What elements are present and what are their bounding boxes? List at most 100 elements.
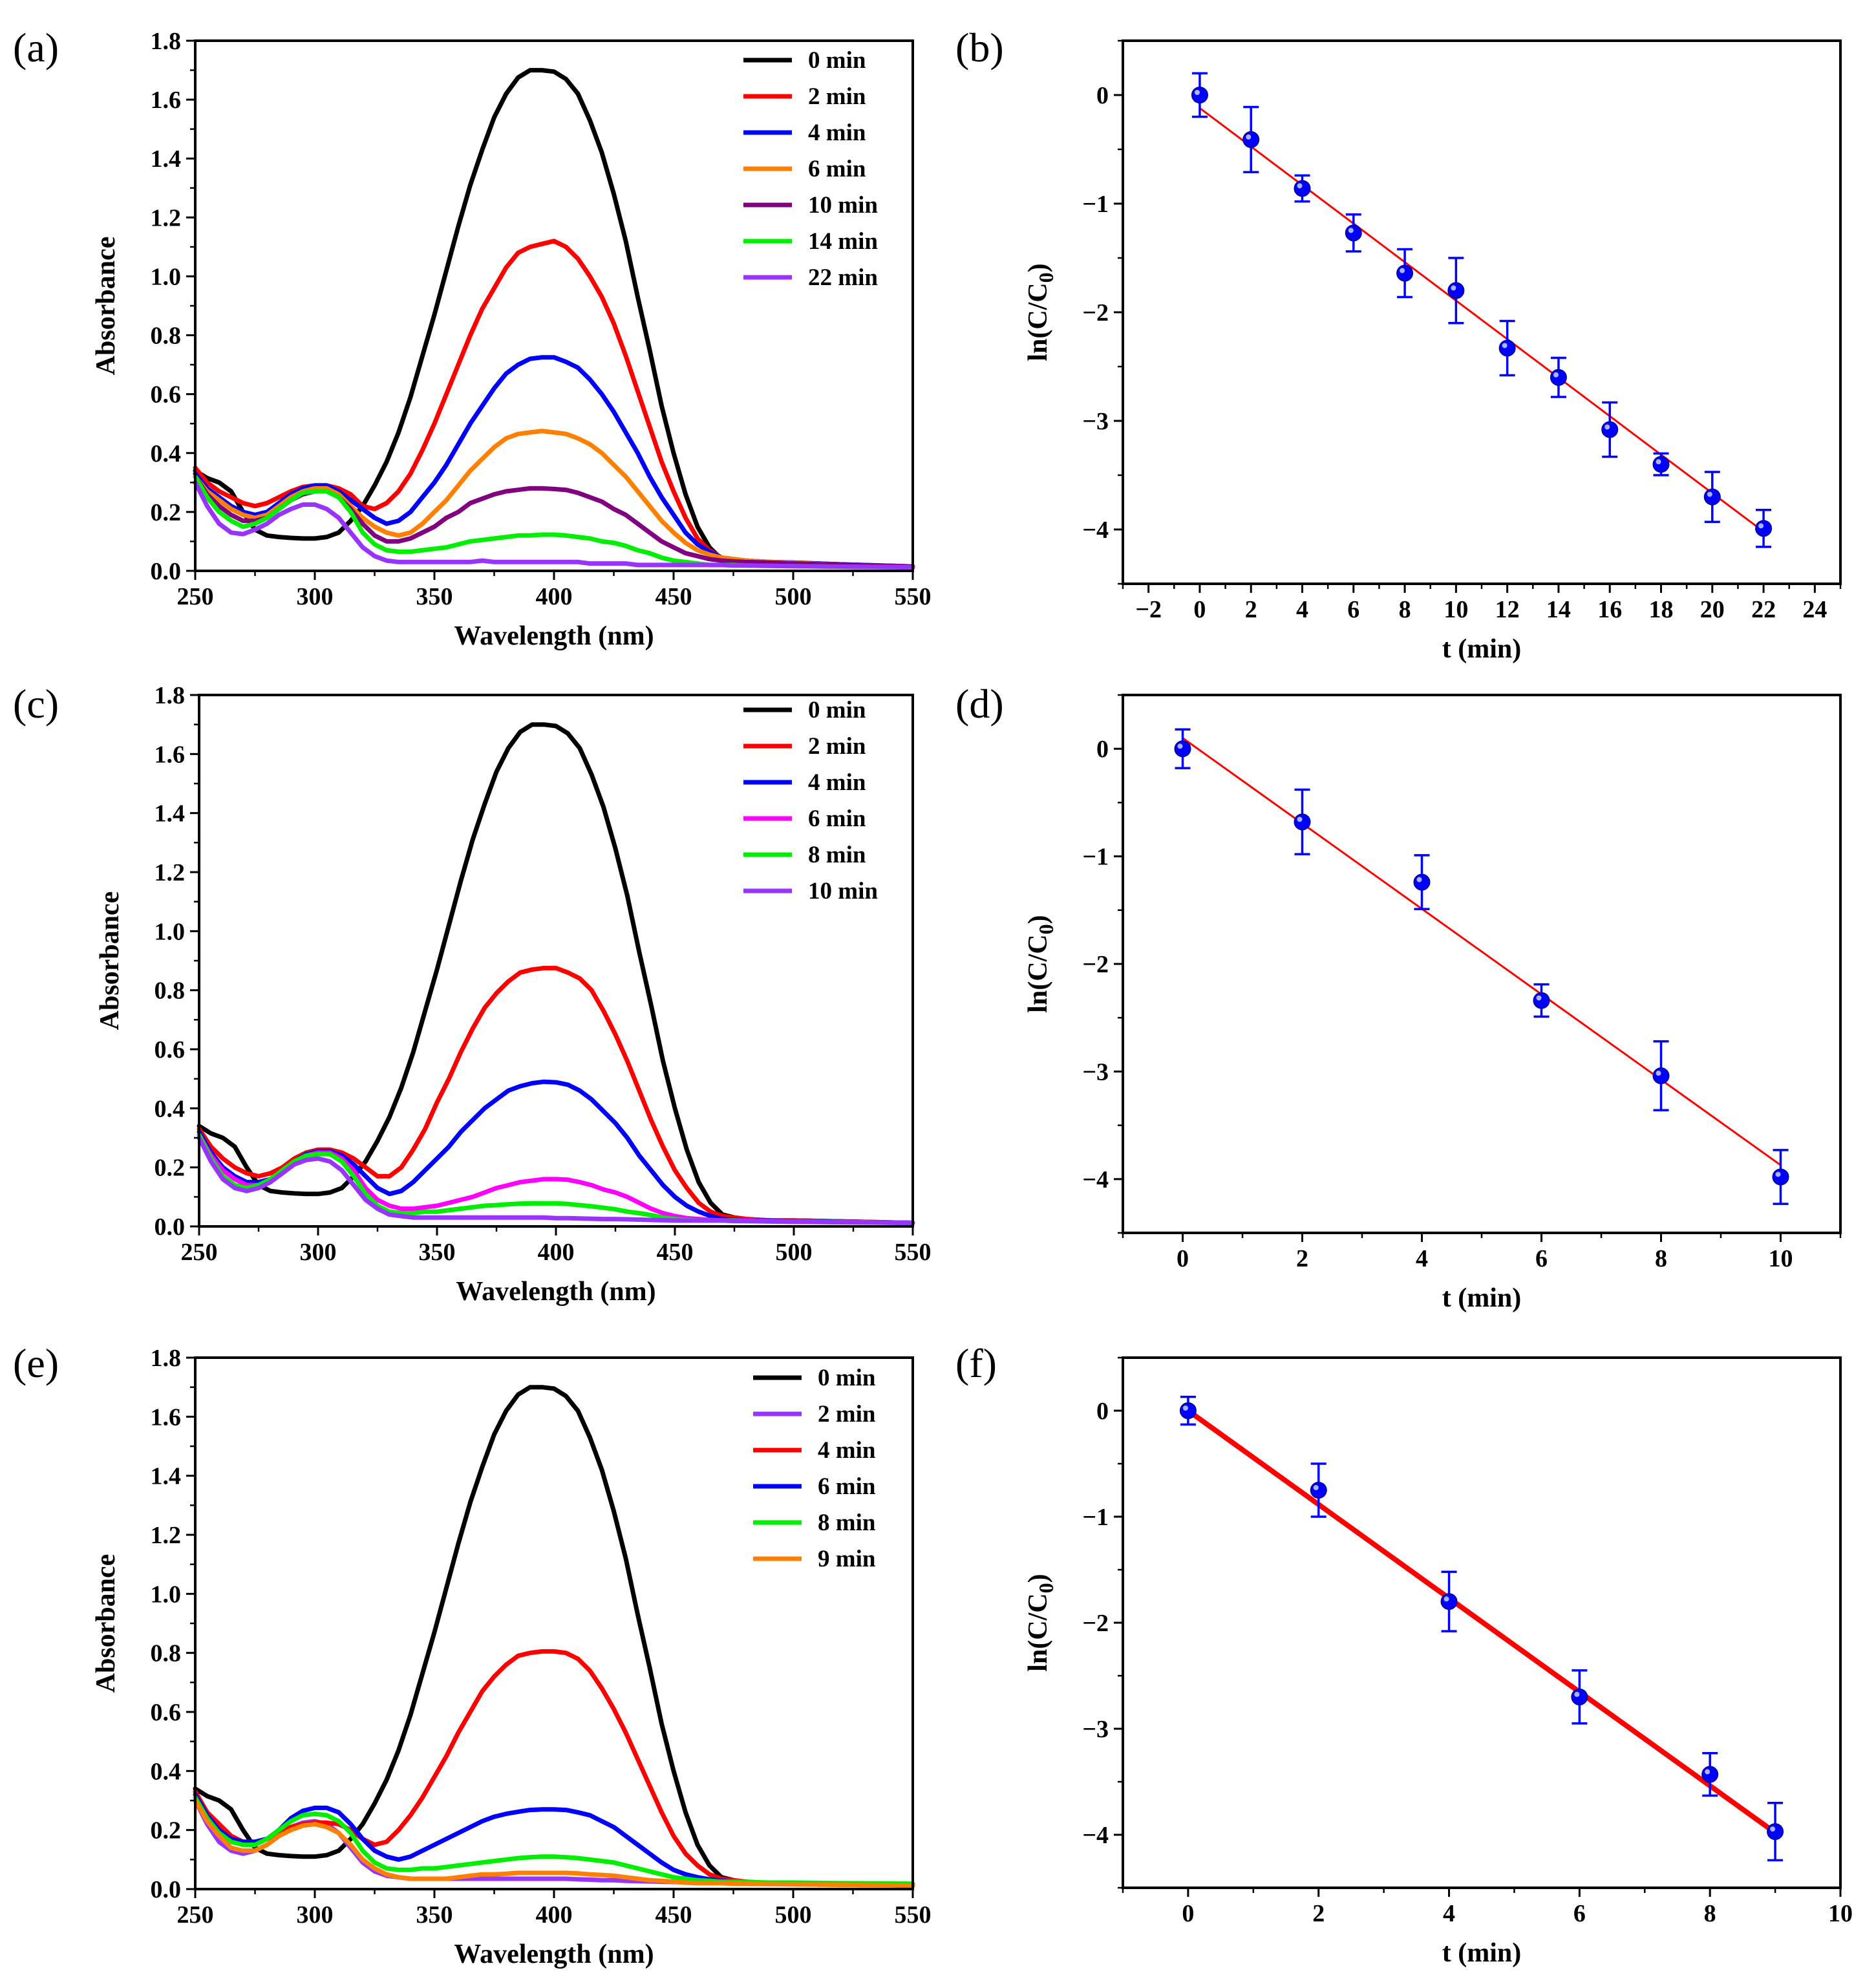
series-line-0-min	[197, 722, 915, 1225]
plot-frame	[1122, 39, 1842, 585]
data-point-highlight	[1297, 817, 1303, 822]
panel-d: (d)0 2 4 6 8 10−4−3−2−10t (min)ln(C/C0)	[955, 681, 1842, 1313]
y-tick-label: 0.8	[151, 1640, 182, 1667]
data-point-highlight	[1553, 372, 1559, 378]
y-tick-label: −4	[1082, 1166, 1109, 1193]
y-tick-label: 1.6	[155, 741, 186, 768]
data-point	[1242, 131, 1260, 148]
series-line-22-min	[193, 480, 915, 570]
y-axis-title: ln(C/C0)	[1023, 915, 1058, 1012]
plot-area	[193, 1385, 915, 1888]
plot-area	[193, 68, 915, 570]
panel-label: (c)	[13, 681, 59, 727]
data-point	[1652, 456, 1670, 473]
y-tick-label: 1.8	[151, 28, 182, 55]
legend-label: 0 min	[808, 697, 866, 723]
data-point-highlight	[1400, 268, 1405, 273]
y-tick-label: 0.4	[151, 440, 182, 467]
series-line-2-min	[193, 239, 915, 569]
x-tick-label: 400	[536, 1901, 573, 1929]
data-point-highlight	[1574, 1691, 1580, 1697]
x-tick-label: 24	[1802, 596, 1827, 623]
x-tick-label: 400	[538, 1239, 575, 1266]
y-tick-label: −2	[1082, 1610, 1109, 1637]
legend-label: 6 min	[818, 1473, 876, 1500]
series-line-0-min	[193, 68, 915, 570]
data-point	[1413, 873, 1431, 891]
x-tick-label: 16	[1597, 596, 1622, 623]
y-axis-title-subscript: 0	[1034, 924, 1058, 934]
x-tick-label: 450	[657, 1239, 694, 1266]
data-point-highlight	[1604, 424, 1610, 430]
x-tick-label: 500	[775, 583, 812, 610]
x-tick-label: 22	[1751, 596, 1776, 623]
x-tick-label: 0	[1193, 596, 1206, 623]
y-axis-title-main: ln(C/C	[1023, 934, 1053, 1012]
x-tick-label: 250	[177, 583, 214, 610]
data-point-highlight	[1444, 1596, 1449, 1602]
y-tick-label: −2	[1082, 299, 1109, 326]
y-tick-label: 0.2	[151, 499, 182, 526]
panel-label: (b)	[955, 25, 1004, 70]
panel-label: (a)	[13, 25, 59, 70]
legend: 0 min 2 min 4 min 6 min 8 min 10 min	[743, 697, 878, 904]
data-point-highlight	[1770, 1826, 1776, 1832]
y-tick-label: 1.4	[155, 800, 186, 828]
series-line-2-min	[197, 965, 915, 1225]
x-tick-label: 6	[1573, 1900, 1586, 1927]
data-point	[1601, 421, 1619, 438]
data-point	[1550, 369, 1567, 386]
panel-b: (b)−2 0 2 4 6 8 10 12 14 16 18 20 22 24−4−3−2−10t (mi…	[955, 25, 1842, 664]
x-tick-label: 10	[1444, 596, 1468, 623]
y-tick-label: 0.6	[151, 1699, 182, 1726]
panel-c: (c) 250 300 350 400 450 500 550 0.0 0.2 0.4 0.6 0.8 1…	[13, 681, 932, 1307]
y-axis-title: ln(C/C0)	[1023, 1574, 1058, 1671]
x-tick-label: 400	[536, 583, 573, 610]
y-tick-label: 1.8	[151, 1345, 182, 1372]
data-point-highlight	[1536, 995, 1542, 1001]
panel-label: (d)	[955, 681, 1004, 727]
y-tick-label: 0.0	[155, 1213, 186, 1241]
y-axis-title-close: )	[1023, 263, 1053, 272]
y-tick-label: 1.0	[155, 918, 186, 945]
data-point	[1440, 1593, 1458, 1610]
legend-label: 4 min	[818, 1437, 876, 1464]
y-tick-label: 0.6	[151, 381, 182, 409]
data-point	[1174, 740, 1191, 758]
data-point	[1396, 264, 1414, 282]
y-axis-title-subscript: 0	[1034, 272, 1058, 283]
data-point-highlight	[1656, 1071, 1661, 1076]
y-tick-label: 1.2	[151, 1522, 182, 1549]
x-tick-label: 0	[1182, 1900, 1194, 1927]
plot-area	[197, 722, 915, 1225]
x-tick-label: 20	[1700, 596, 1725, 623]
y-tick-label: −3	[1082, 1716, 1109, 1743]
x-tick-label: 550	[895, 583, 932, 610]
data-point-highlight	[1705, 1769, 1710, 1775]
y-tick-label: 0	[1096, 1398, 1109, 1425]
series-line-10-min	[197, 1135, 915, 1225]
data-point	[1447, 282, 1465, 299]
panel-a: (a) 250 300 350 400 450 500 550 0.0 0.2 0.4 0.6 0.8 1…	[13, 25, 932, 651]
fit-line	[1199, 107, 1764, 533]
data-point-highlight	[1502, 343, 1508, 348]
legend: 0 min 2 min 4 min 6 min 10 min 14 min 22 min	[743, 47, 878, 291]
y-tick-label: 0.6	[155, 1036, 186, 1063]
data-point-highlight	[1297, 183, 1303, 189]
series-line-0-min	[193, 1385, 915, 1888]
y-tick-label: 1.4	[151, 1463, 182, 1490]
data-point-highlight	[1194, 90, 1200, 95]
series-line-9-min	[193, 1798, 915, 1888]
y-tick-label: 1.2	[151, 204, 182, 231]
x-tick-label: −2	[1135, 596, 1162, 623]
fit-line	[1186, 1408, 1777, 1835]
y-tick-label: −1	[1082, 844, 1109, 871]
y-axis-title-subscript: 0	[1034, 1583, 1058, 1593]
x-tick-label: 300	[300, 1239, 337, 1266]
plot-frame	[198, 694, 914, 1228]
plot-area	[1179, 1395, 1784, 1862]
data-point-highlight	[1416, 877, 1422, 882]
legend-label: 0 min	[808, 47, 866, 74]
y-tick-label: 0.4	[155, 1095, 186, 1122]
